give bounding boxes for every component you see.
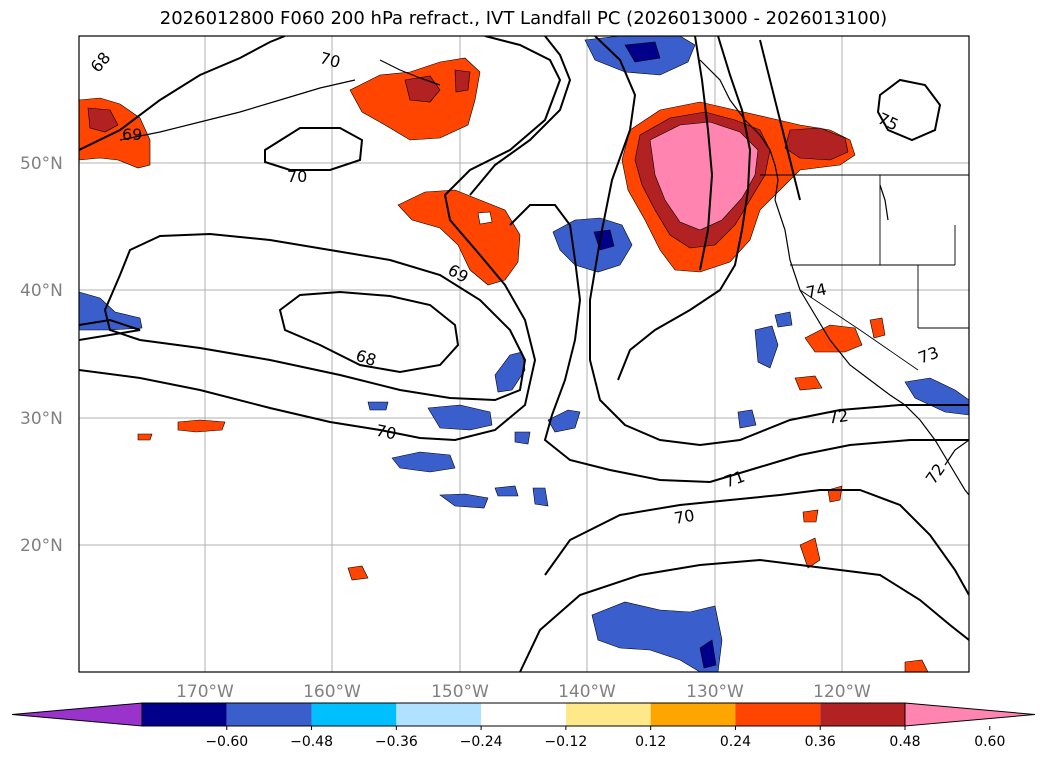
lat-label-20n: 20°N bbox=[20, 536, 63, 556]
colorbar-swatch bbox=[735, 703, 821, 726]
colorbar-swatch bbox=[396, 703, 482, 726]
fill-neg-west bbox=[79, 291, 143, 331]
lon-label-120w: 120°W bbox=[813, 682, 871, 702]
contour-label: 69 bbox=[122, 125, 142, 144]
contour-label: 74 bbox=[804, 279, 828, 302]
colorbar-tick-label: 0.24 bbox=[720, 734, 751, 750]
fill-neg-south bbox=[591, 601, 723, 672]
colorbar-frame bbox=[141, 702, 906, 727]
colorbar-tick-label: −0.36 bbox=[375, 734, 418, 750]
contour-label: 70 bbox=[374, 421, 398, 444]
plot-frame bbox=[78, 35, 970, 673]
lon-label-170w: 170°W bbox=[176, 682, 234, 702]
fill-region-south1 bbox=[799, 537, 821, 569]
colorbar-swatch bbox=[820, 703, 905, 726]
colorbar-tick-label: −0.12 bbox=[544, 734, 587, 750]
fill-neg-sm1 bbox=[367, 401, 389, 411]
colorbar-swatch bbox=[226, 703, 312, 726]
map-title: 2026012800 F060 200 hPa refract., IVT La… bbox=[159, 8, 888, 29]
fill-neg-ca4 bbox=[737, 409, 757, 429]
contour-label: 70 bbox=[287, 167, 307, 186]
fill-neg-ca1 bbox=[754, 325, 779, 369]
fill-region-socal-3 bbox=[794, 375, 823, 391]
colorbar-tick-label: 0.48 bbox=[889, 734, 920, 750]
lon-label-140w: 140°W bbox=[558, 682, 616, 702]
colorbar-tick-label: 0.36 bbox=[805, 734, 836, 750]
fill-neg-trop7 bbox=[532, 487, 549, 507]
colorbar-swatch bbox=[565, 703, 651, 726]
lon-label-130w: 130°W bbox=[686, 682, 744, 702]
colorbar-tick-label: −0.48 bbox=[290, 734, 333, 750]
colorbar-swatch bbox=[142, 703, 227, 726]
fill-neg-trop6 bbox=[494, 485, 519, 497]
contour-label: 72 bbox=[827, 406, 850, 428]
fill-region-socal bbox=[804, 324, 863, 353]
colorbar-tick-label: −0.24 bbox=[460, 734, 503, 750]
plot-area bbox=[79, 36, 969, 672]
colorbar-swatch bbox=[311, 703, 397, 726]
lon-label-160w: 160°W bbox=[303, 682, 361, 702]
coastlines bbox=[119, 59, 969, 496]
fill-neg-north-core bbox=[624, 41, 661, 63]
boundaries bbox=[760, 174, 969, 371]
lon-label-150w: 150°W bbox=[431, 682, 489, 702]
negative-anomaly-fill bbox=[79, 36, 969, 672]
fill-neg-ca2 bbox=[774, 311, 793, 328]
fill-neg-trop4 bbox=[494, 351, 526, 393]
fill-neg-south-core bbox=[699, 639, 717, 669]
fill-region-bc-core bbox=[649, 121, 759, 231]
fill-region-south3 bbox=[802, 509, 819, 523]
fill-neg-trop5 bbox=[547, 409, 581, 433]
colorbar-swatch bbox=[650, 703, 736, 726]
fill-region-south4 bbox=[904, 659, 929, 672]
fill-region-mid2 bbox=[137, 433, 153, 441]
fill-neg-sm2 bbox=[514, 431, 531, 445]
fill-neg-trop3 bbox=[439, 493, 489, 509]
colorbar-extend-max bbox=[904, 702, 1036, 727]
colorbar-swatch bbox=[481, 703, 566, 726]
fill-neg-gulf bbox=[552, 217, 633, 273]
lat-label-30n: 30°N bbox=[20, 409, 63, 429]
colorbar-tick-label: −0.60 bbox=[205, 734, 248, 750]
lat-label-40n: 40°N bbox=[20, 281, 63, 301]
fill-neg-trop2 bbox=[391, 451, 456, 473]
fill-region-aleutian-inner2 bbox=[454, 69, 471, 93]
contour-label: 70 bbox=[318, 48, 343, 72]
colorbar-extend-min bbox=[11, 702, 143, 727]
colorbar-tick-label: 0.60 bbox=[974, 734, 1005, 750]
lat-label-50n: 50°N bbox=[20, 154, 63, 174]
positive-anomaly-fill bbox=[79, 57, 929, 672]
fill-region-central-inner bbox=[477, 211, 493, 225]
refractivity-contours bbox=[79, 36, 969, 672]
fill-region-mid1 bbox=[177, 419, 226, 433]
fill-neg-trop1 bbox=[427, 404, 493, 431]
fill-region-west-inner bbox=[87, 107, 119, 133]
fill-region-socal-2 bbox=[869, 317, 886, 339]
fill-region-hawaii bbox=[347, 565, 369, 581]
contour-label: 70 bbox=[673, 506, 696, 528]
colorbar-tick-label: 0.12 bbox=[635, 734, 666, 750]
colorbar: −0.60 −0.48 −0.36 −0.24 −0.12 0.12 0.24 0.36 0.4… bbox=[11, 702, 1036, 750]
